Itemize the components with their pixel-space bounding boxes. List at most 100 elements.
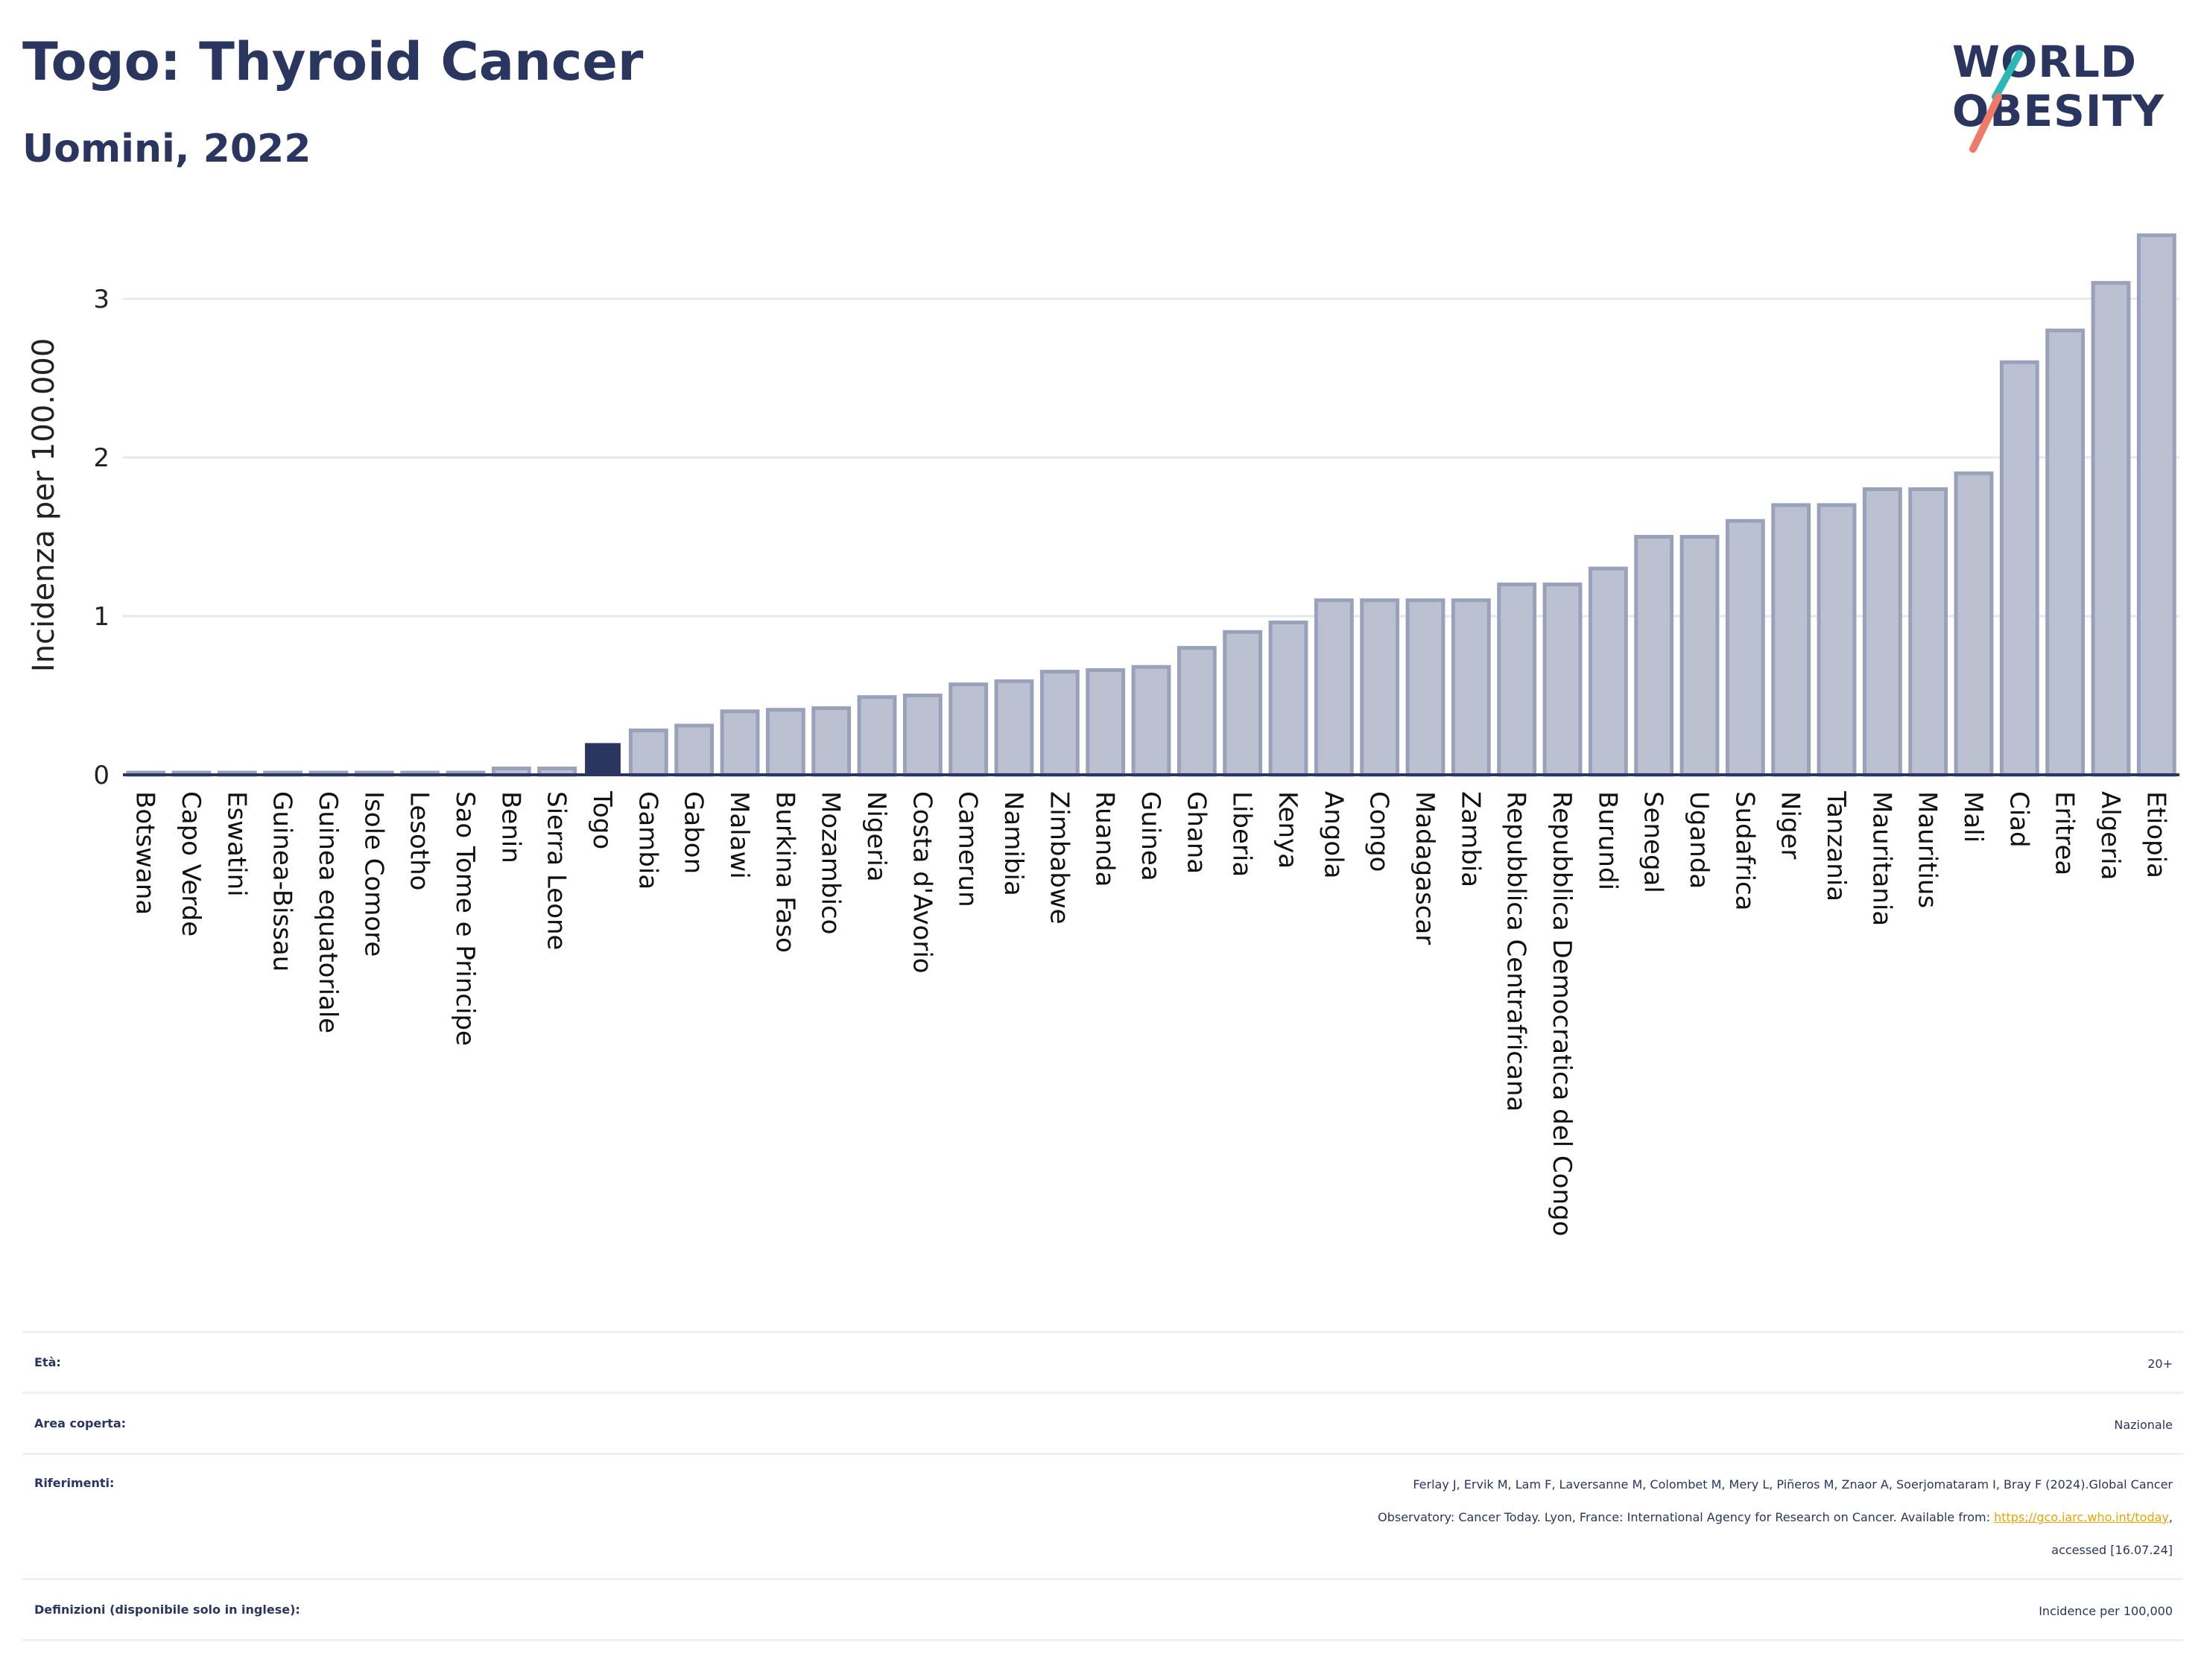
x-tick-label: Congo <box>1364 791 1394 872</box>
meta-row-age: Età: 20+ <box>22 1331 2183 1394</box>
bar <box>765 708 805 777</box>
area-label: Area coperta: <box>34 1416 127 1430</box>
bar <box>1862 487 1902 777</box>
x-tick-label: Ghana <box>1181 791 1211 874</box>
references-line-2-end: , <box>2168 1510 2173 1524</box>
bar <box>1086 668 1126 777</box>
meta-row-definitions: Definizioni (disponibile solo in inglese… <box>22 1578 2183 1641</box>
x-tick-label: Uganda <box>1684 791 1714 889</box>
meta-row-area: Area coperta: Nazionale <box>22 1392 2183 1455</box>
x-tick-label: Namibia <box>998 791 1028 896</box>
x-tick-label: Kenya <box>1273 791 1302 869</box>
x-tick-label: Mali <box>1958 791 1988 843</box>
page-title: Togo: Thyroid Cancer <box>22 31 644 92</box>
page-subtitle: Uomini, 2022 <box>22 127 311 171</box>
bar <box>1725 519 1765 777</box>
meta-bottom-divider <box>22 1639 2183 1641</box>
bar <box>857 695 897 777</box>
references-line-3: accessed [16.07.24] <box>2051 1543 2173 1557</box>
x-tick-label: Isole Comore <box>358 791 388 957</box>
bar <box>1360 598 1400 777</box>
x-tick-label: Repubblica Democratica del Congo <box>1547 791 1577 1236</box>
x-tick-label: Botswana <box>130 791 160 915</box>
x-tick-label: Togo <box>587 790 617 849</box>
logo-line1: WORLD <box>1952 37 2138 87</box>
definitions-label: Definizioni (disponibile solo in inglese… <box>34 1603 300 1617</box>
y-axis-label: Incidenza per 100.000 <box>27 338 61 672</box>
x-tick-label: Capo Verde <box>176 791 206 936</box>
references-label: Riferimenti: <box>34 1476 115 1490</box>
x-tick-label: Benin <box>495 791 525 863</box>
x-tick-label: Madagascar <box>1410 791 1440 945</box>
bar <box>674 723 715 777</box>
x-tick-label: Algeria <box>2095 791 2125 880</box>
bar <box>1771 503 1811 777</box>
bar <box>1177 646 1217 777</box>
bar <box>1817 503 1857 777</box>
x-tick-label: Zambia <box>1455 791 1485 887</box>
world-obesity-logo: WORLD OBESITY <box>1937 22 2191 156</box>
y-tick-label: 2 <box>93 443 110 473</box>
x-tick-label: Ciad <box>2004 791 2033 848</box>
bar <box>2091 281 2131 777</box>
bar <box>949 682 989 777</box>
x-tick-label: Tanzania <box>1821 790 1851 901</box>
y-tick-label: 3 <box>93 285 110 314</box>
x-tick-label: Mozambico <box>816 791 846 934</box>
bar <box>1588 566 1628 777</box>
bar <box>1314 598 1354 777</box>
bar <box>1405 598 1445 777</box>
bar <box>1223 630 1263 777</box>
x-tick-label: Sierra Leone <box>542 791 571 950</box>
bar <box>1954 471 1994 777</box>
bar <box>720 709 760 777</box>
x-tick-label: Lesotho <box>405 791 434 890</box>
bar <box>585 743 621 775</box>
bar <box>1131 665 1171 777</box>
age-label: Età: <box>34 1355 61 1369</box>
x-tick-label: Eswatini <box>221 791 251 897</box>
x-tick-label: Malawi <box>724 791 754 879</box>
x-tick-label: Guinea <box>1136 791 1165 881</box>
area-value: Nazionale <box>2114 1418 2173 1432</box>
x-tick-label: Etiopia <box>2141 791 2170 878</box>
x-tick-label: Ruanda <box>1090 791 1120 887</box>
x-tick-label: Guinea-Bissau <box>267 791 297 971</box>
x-tick-label: Camerun <box>953 791 983 907</box>
bar-chart: 0 1 2 3 Incidenza per 100.000 Botswana Capo Ve… <box>27 233 2179 1236</box>
bar <box>1497 582 1537 777</box>
x-tick-label: Repubblica Centrafricana <box>1501 791 1531 1112</box>
bar <box>1039 670 1080 777</box>
x-tick-label: Sudafrica <box>1729 791 1759 910</box>
x-tick-label: Zimbabwe <box>1044 791 1074 925</box>
x-tick-label: Costa d'Avorio <box>907 791 937 974</box>
x-tick-label: Guinea equatoriale <box>313 791 343 1033</box>
x-tick-label: Eritrea <box>2050 791 2080 875</box>
x-tick-label: Liberia <box>1227 791 1257 877</box>
bar <box>1451 598 1491 777</box>
bar <box>1679 535 1720 777</box>
x-tick-label: Angola <box>1318 791 1348 878</box>
age-value: 20+ <box>2147 1357 2173 1371</box>
x-tick-label: Sao Tome e Principe <box>450 791 480 1046</box>
references-link[interactable]: https://gco.iarc.who.int/today <box>1994 1510 2169 1524</box>
references-line-2-text: Observatory: Cancer Today. Lyon, France:… <box>1378 1510 1995 1524</box>
x-tick-label: Mauritius <box>1913 791 1942 908</box>
x-tick-label: Mauritania <box>1866 791 1896 926</box>
references-line-2: Observatory: Cancer Today. Lyon, France:… <box>1378 1501 2173 1534</box>
bar <box>811 706 852 777</box>
y-tick-label: 1 <box>93 602 110 632</box>
x-tick-label: Burkina Faso <box>770 791 799 953</box>
definitions-value: Incidence per 100,000 <box>2039 1604 2173 1618</box>
x-tick-label: Gabon <box>679 791 709 874</box>
logo-slash-icon <box>1969 50 2023 153</box>
x-tick-label: Nigeria <box>861 791 891 882</box>
bar <box>1999 360 2039 777</box>
bar <box>994 679 1034 777</box>
references-value: Ferlay J, Ervik M, Lam F, Laversanne M, … <box>1378 1468 2173 1567</box>
bar <box>1542 582 1583 777</box>
bar <box>2136 233 2176 777</box>
bar <box>2045 329 2086 777</box>
bar <box>1634 535 1674 777</box>
meta-row-references: Riferimenti: Ferlay J, Ervik M, Lam F, L… <box>22 1453 2183 1580</box>
